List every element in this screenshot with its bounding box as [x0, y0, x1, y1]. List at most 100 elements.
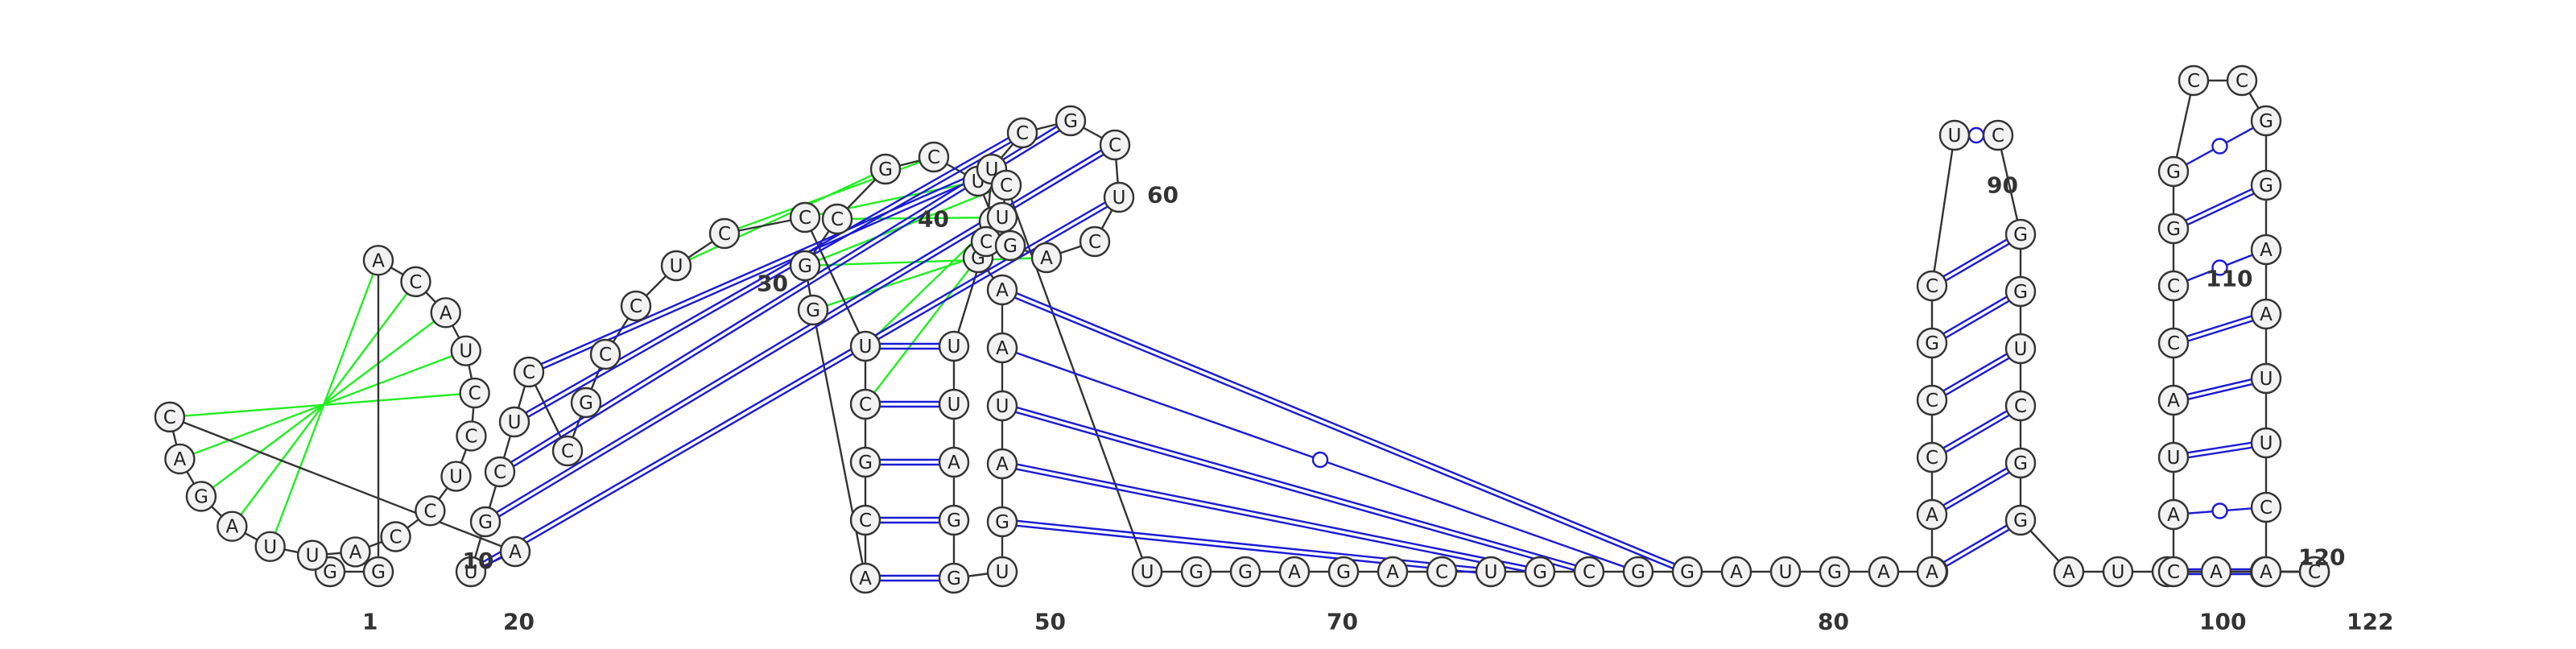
nucleotide-21: G [469, 506, 502, 538]
nucleotide-letter: C [2014, 396, 2027, 417]
nucleotide-letter: U [263, 537, 277, 558]
nucleotide-16: G [185, 481, 217, 512]
nucleotide-5: A [430, 297, 461, 329]
nucleotide-letter: U [464, 562, 478, 583]
nucleotide-101: A [2200, 556, 2232, 588]
nucleotide-circle [1916, 441, 1948, 473]
nucleotide-circle [1769, 556, 1802, 588]
nucleotide-letter: U [670, 256, 683, 277]
nucleotide-12: A [340, 536, 371, 568]
base-pair-line [2174, 186, 2268, 232]
nucleotide-circle [849, 388, 881, 420]
nucleotide-letter: C [1000, 176, 1013, 196]
nucleotide-22: C [484, 456, 516, 488]
nucleotide-circle [185, 481, 217, 512]
base-pair-line [2172, 310, 2266, 342]
nucleotide-circle [660, 250, 692, 282]
nucleotide-letter: C [859, 395, 872, 415]
nucleotide-letter: C [2260, 498, 2273, 519]
nucleotide-circle [2250, 556, 2282, 588]
nucleotide-circle [1818, 556, 1851, 588]
nucleotide-circle [1327, 556, 1360, 588]
nucleotide-letter: C [1435, 562, 1448, 583]
nucleotide-letter: C [2167, 276, 2180, 297]
nucleotide-letter: U [1948, 126, 1962, 147]
nucleotide-letter: G [2259, 176, 2273, 196]
nucleotide-circle [1982, 119, 2014, 151]
nucleotide-48: A [986, 448, 1018, 480]
nucleotide-circle [450, 335, 481, 366]
nucleotide-circle [513, 356, 545, 388]
nucleotide-letter: G [371, 562, 386, 583]
nucleotide-78: G [1671, 556, 1703, 588]
nucleotide-circle [456, 420, 487, 452]
nucleotide-116: A [2250, 234, 2282, 266]
nucleotide-107: A [2157, 384, 2190, 416]
nucleotide-73: C [1426, 556, 1458, 588]
base-pair-line [1930, 231, 2021, 285]
nucleotide-34: G [849, 446, 881, 478]
nucleotide-circle [551, 435, 584, 467]
nucleotide-40: G [869, 153, 902, 185]
nucleotide-9: U [440, 461, 472, 492]
nucleotide-66: C [990, 169, 1022, 201]
nucleotide-8: C [456, 420, 487, 452]
nucleotide-letter: U [2112, 562, 2125, 583]
nucleotide-106: U [2157, 441, 2190, 473]
nucleotide-74: U [1475, 556, 1507, 588]
nucleotide-119: U [2250, 427, 2282, 459]
nucleotide-circle [708, 217, 741, 250]
base-pair-line [1930, 403, 2021, 457]
nucleotide-circle [2004, 504, 2037, 536]
nucleotide-circle [362, 556, 394, 588]
nucleotide-letter: A [859, 568, 872, 589]
position-label-110: 110 [2206, 266, 2252, 292]
nucleotide-letter: G [2013, 453, 2028, 474]
nucleotide-49: G [986, 506, 1018, 538]
nucleotide-circle [2250, 427, 2282, 459]
nucleotide-letter: U [459, 341, 473, 362]
nucleotide-4: C [400, 266, 431, 298]
nucleotide-letter: U [996, 396, 1009, 417]
nucleotide-letter: A [2260, 304, 2273, 325]
nucleotide-letter: G [1063, 111, 1078, 132]
nucleotide-circle [296, 539, 328, 571]
nucleotide-circle [938, 562, 970, 594]
nucleotide-18: C [154, 401, 186, 433]
nucleotide-letter: C [1992, 126, 2004, 147]
nucleotide-circle [2157, 213, 2190, 245]
position-label-30: 30 [757, 271, 788, 297]
nucleotide-letter: C [1926, 448, 1938, 469]
nucleotide-circle [2250, 298, 2282, 330]
nucleotide-circle [2004, 333, 2037, 365]
nucleotide-letter: C [799, 208, 811, 229]
nucleotide-letter: G [1827, 562, 1842, 583]
nucleotide-letter: G [2166, 219, 2181, 240]
base-pair-line [1932, 521, 2023, 575]
nucleotide-letter: G [1925, 333, 1939, 354]
nucleotide-69: G [1229, 556, 1261, 588]
nucleotide-27: C [589, 338, 621, 370]
nucleotide-letter: A [225, 517, 238, 538]
nucleotide-circle [620, 290, 652, 322]
nucleotide-50: U [986, 556, 1018, 588]
base-pair-line [2174, 444, 2267, 461]
nucleotide-letter: G [194, 486, 208, 507]
nucleotide-letter: G [323, 562, 337, 583]
nucleotide-circle [1006, 117, 1038, 149]
base-pair-line [1002, 287, 1689, 571]
base-pair-line [1001, 465, 1540, 576]
backbone-segment [1996, 134, 2022, 235]
nucleotide-58: C [1006, 117, 1038, 149]
nucleotide-10: C [415, 495, 446, 527]
nucleotide-45: A [986, 274, 1018, 306]
nucleotide-117: A [2250, 298, 2282, 330]
nucleotide-14: U [254, 531, 286, 562]
base-pair-line [1001, 407, 1589, 576]
position-label-70: 70 [1327, 609, 1358, 635]
nucleotide-circle [340, 536, 371, 568]
nucleotide-letter: A [1386, 562, 1399, 583]
nucleotide-23: U [498, 406, 530, 438]
